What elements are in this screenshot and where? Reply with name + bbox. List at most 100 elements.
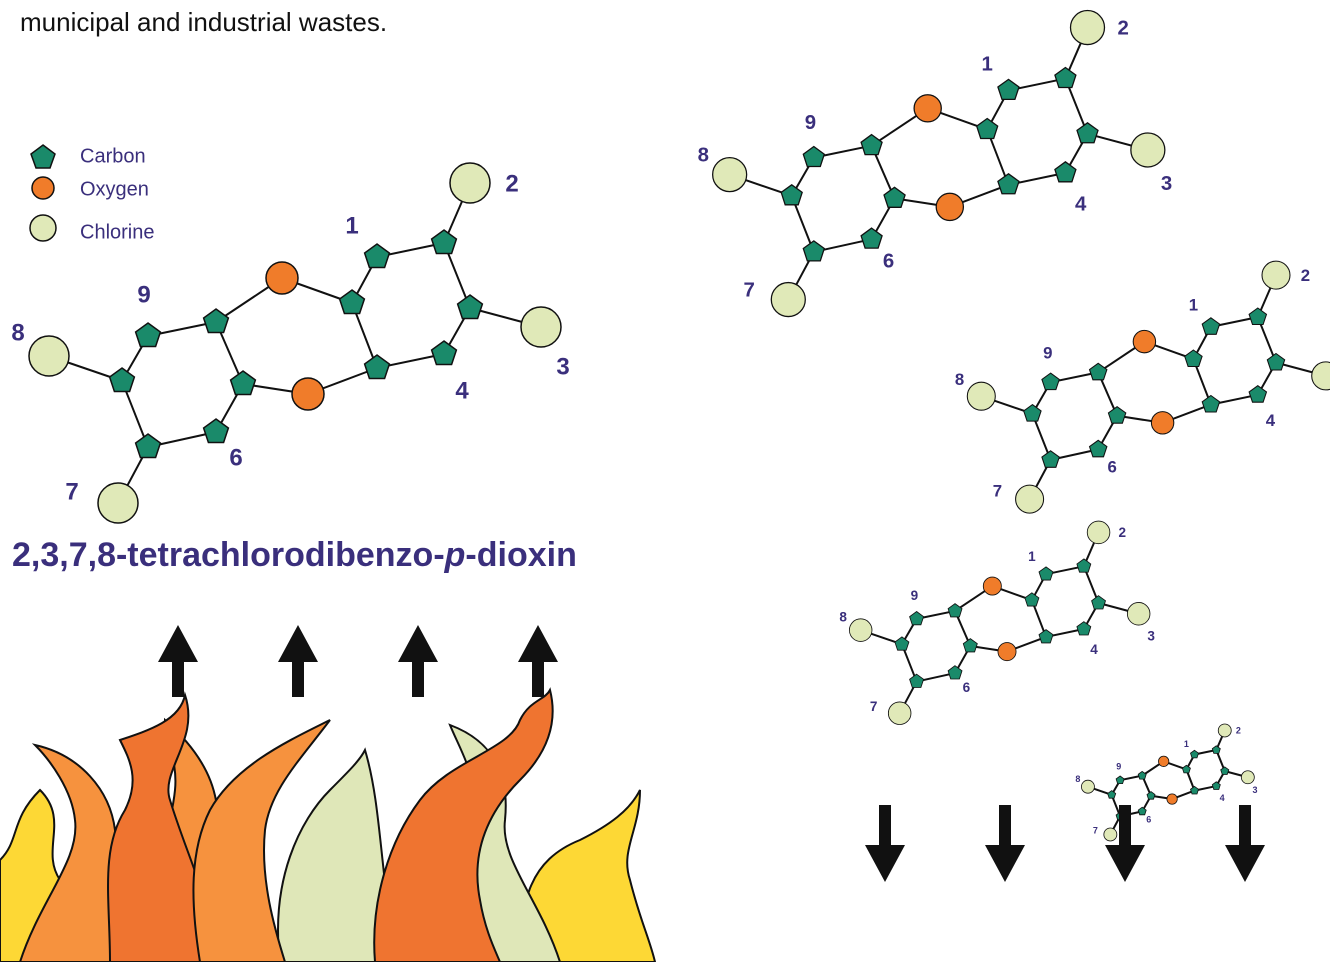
- carbon-atom: [1088, 362, 1108, 381]
- position-label: 2: [505, 170, 518, 197]
- carbon-atom: [1076, 122, 1099, 144]
- position-label: 7: [65, 478, 78, 505]
- chlorine-atom: [1311, 361, 1330, 391]
- carbon-atom: [1211, 781, 1221, 790]
- carbon-atom: [894, 636, 910, 651]
- carbon-atom: [947, 603, 963, 618]
- chlorine-atom: [1015, 484, 1045, 514]
- chlorine-atom: [449, 162, 491, 204]
- carbon-atom: [1248, 385, 1268, 403]
- carbon-atom: [1220, 766, 1230, 775]
- legend-oxygen-icon: [31, 176, 55, 200]
- carbon-atom: [1107, 790, 1117, 799]
- arrow-down: [985, 805, 1025, 882]
- position-label: 8: [1075, 774, 1080, 784]
- carbon-atom: [975, 117, 999, 140]
- carbon-atom: [1107, 406, 1127, 424]
- position-label: 4: [455, 377, 469, 404]
- position-label: 3: [1147, 628, 1155, 643]
- position-label: 7: [870, 699, 878, 714]
- carbon-atom: [1041, 450, 1060, 468]
- carbon-atom: [1115, 775, 1125, 784]
- arrow-up: [518, 625, 558, 697]
- chlorine-atom: [848, 618, 873, 642]
- position-label: 8: [698, 144, 709, 166]
- carbon-atom: [229, 370, 257, 396]
- chlorine-atom: [770, 281, 806, 318]
- position-label: 3: [1252, 785, 1257, 795]
- chlorine-atom: [28, 335, 70, 377]
- carbon-atom: [1038, 566, 1054, 581]
- carbon-atom: [780, 184, 803, 206]
- position-label: 1: [982, 53, 993, 75]
- carbon-atom: [1201, 394, 1221, 413]
- carbon-atom: [1137, 806, 1147, 816]
- position-label: 6: [1146, 815, 1151, 825]
- carbon-atom: [997, 78, 1020, 101]
- oxygen-atom: [982, 576, 1002, 596]
- oxygen-atom: [1150, 411, 1175, 435]
- carbon-atom: [430, 340, 458, 366]
- caption: municipal and industrial wastes.: [20, 7, 387, 37]
- position-label: 9: [805, 112, 816, 134]
- legend-carbon-icon: [30, 144, 56, 169]
- position-label: 4: [1266, 411, 1276, 430]
- position-label: 6: [229, 444, 242, 471]
- legend-chlorine-icon: [29, 214, 57, 242]
- arrow-up: [278, 625, 318, 697]
- chlorine-atom: [1086, 520, 1111, 545]
- carbon-atom: [430, 229, 458, 255]
- position-label: 9: [137, 281, 150, 308]
- compound-name: 2,3,7,8-tetrachlorodibenzo-p-dioxin: [12, 536, 577, 574]
- oxygen-atom: [913, 94, 942, 123]
- carbon-atom: [1054, 161, 1077, 183]
- name-part: p: [444, 536, 466, 574]
- carbon-atom: [202, 418, 230, 444]
- position-label: 9: [1116, 762, 1121, 772]
- carbon-atom: [1023, 403, 1042, 422]
- chlorine-atom: [712, 156, 748, 193]
- chlorine-atom: [520, 306, 562, 348]
- position-label: 8: [11, 319, 24, 346]
- name-part: -dioxin: [465, 536, 576, 574]
- carbon-atom: [1190, 749, 1199, 759]
- position-label: 2: [1118, 18, 1129, 40]
- chlorine-atom: [1240, 770, 1255, 785]
- arrow-down: [1105, 805, 1145, 882]
- carbon-atom: [947, 665, 963, 680]
- oxygen-atom: [1158, 755, 1170, 767]
- carbon-atom: [1266, 352, 1286, 371]
- carbon-atom: [909, 673, 925, 688]
- carbon-atom: [1088, 439, 1108, 458]
- oxygen-atom: [997, 642, 1017, 662]
- position-label: 4: [1220, 793, 1225, 803]
- oxygen-atom: [265, 261, 299, 295]
- position-label: 2: [1236, 726, 1241, 736]
- carbon-atom: [1211, 745, 1221, 754]
- carbon-atom: [883, 186, 906, 208]
- position-label: 7: [1093, 826, 1098, 836]
- flames: [0, 687, 657, 962]
- position-label: 6: [1108, 458, 1117, 477]
- carbon-atom: [1038, 629, 1054, 644]
- position-label: 1: [1189, 295, 1198, 314]
- carbon-atom: [1076, 558, 1092, 573]
- position-label: 6: [883, 251, 894, 273]
- legend-label: Oxygen: [80, 178, 149, 200]
- position-label: 1: [345, 212, 358, 239]
- position-label: 4: [1090, 642, 1098, 657]
- arrow-up: [158, 625, 198, 697]
- carbon-atom: [1137, 770, 1147, 780]
- carbon-atom: [1190, 785, 1199, 795]
- chlorine-atom: [1261, 260, 1291, 290]
- carbon-atom: [1041, 372, 1060, 391]
- oxygen-atom: [935, 192, 965, 222]
- carbon-atom: [363, 243, 391, 269]
- position-label: 8: [955, 370, 964, 389]
- position-label: 3: [1161, 173, 1172, 195]
